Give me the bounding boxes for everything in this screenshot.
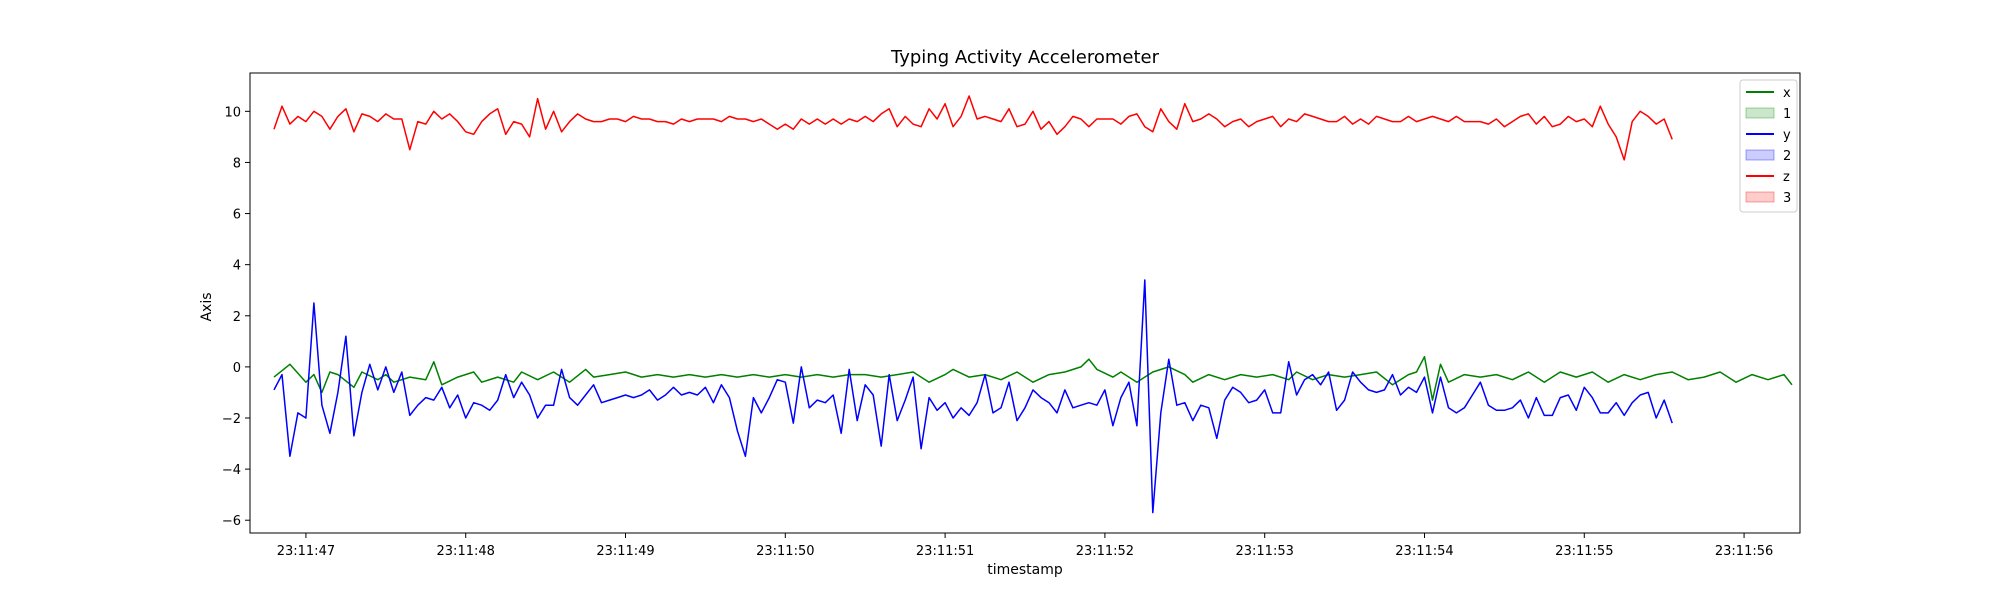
- legend-patch-swatch: [1745, 191, 1775, 203]
- legend-label: z: [1783, 170, 1790, 185]
- legend-patch-swatch: [1745, 107, 1775, 119]
- series-line-y: [273, 279, 1673, 514]
- legend-box: [1739, 79, 1798, 213]
- y-tick-label: 0: [233, 361, 241, 376]
- series-line-z: [273, 95, 1673, 161]
- y-tick-label: 10: [224, 105, 241, 120]
- x-tick-label: 23:11:49: [596, 544, 654, 559]
- x-axis: 23:11:47 23:11:48 23:11:49 23:11:50 23:11:51…: [277, 533, 1773, 559]
- x-tick-label: 23:11:54: [1395, 544, 1453, 559]
- legend-label: 1: [1783, 107, 1791, 122]
- y-tick-label: −4: [222, 463, 241, 478]
- y-tick-label: −2: [222, 412, 241, 427]
- x-tick-label: 23:11:47: [277, 544, 335, 559]
- y-tick-label: 4: [233, 259, 241, 274]
- legend-label: x: [1783, 86, 1791, 101]
- y-tick-label: 8: [233, 156, 241, 171]
- plot-frame: [249, 72, 1801, 534]
- legend-label: y: [1783, 128, 1791, 143]
- x-tick-label: 23:11:56: [1715, 544, 1773, 559]
- plot-area: [249, 72, 1801, 534]
- series-line-x: [273, 355, 1793, 401]
- x-tick-label: 23:11:48: [437, 544, 495, 559]
- x-tick-label: 23:11:55: [1555, 544, 1613, 559]
- x-tick-label: 23:11:50: [756, 544, 814, 559]
- legend-label: 2: [1783, 149, 1791, 164]
- legend-label: 3: [1783, 191, 1791, 206]
- x-tick-label: 23:11:51: [916, 544, 974, 559]
- y-tick-label: 2: [233, 310, 241, 325]
- legend-patch-swatch: [1745, 149, 1775, 161]
- y-axis-label: Axis: [199, 292, 215, 321]
- legend: x 1 y 2 z 3: [1739, 79, 1798, 213]
- x-tick-label: 23:11:52: [1076, 544, 1134, 559]
- x-axis-label: timestamp: [987, 562, 1063, 578]
- y-tick-label: −6: [222, 514, 241, 529]
- y-tick-label: 6: [233, 208, 241, 223]
- y-axis: −6 −4 −2 0 2 4 6 8 10: [222, 105, 250, 529]
- x-tick-label: 23:11:53: [1235, 544, 1293, 559]
- series-layer: [273, 95, 1793, 514]
- chart-title: Typing Activity Accelerometer: [890, 47, 1160, 68]
